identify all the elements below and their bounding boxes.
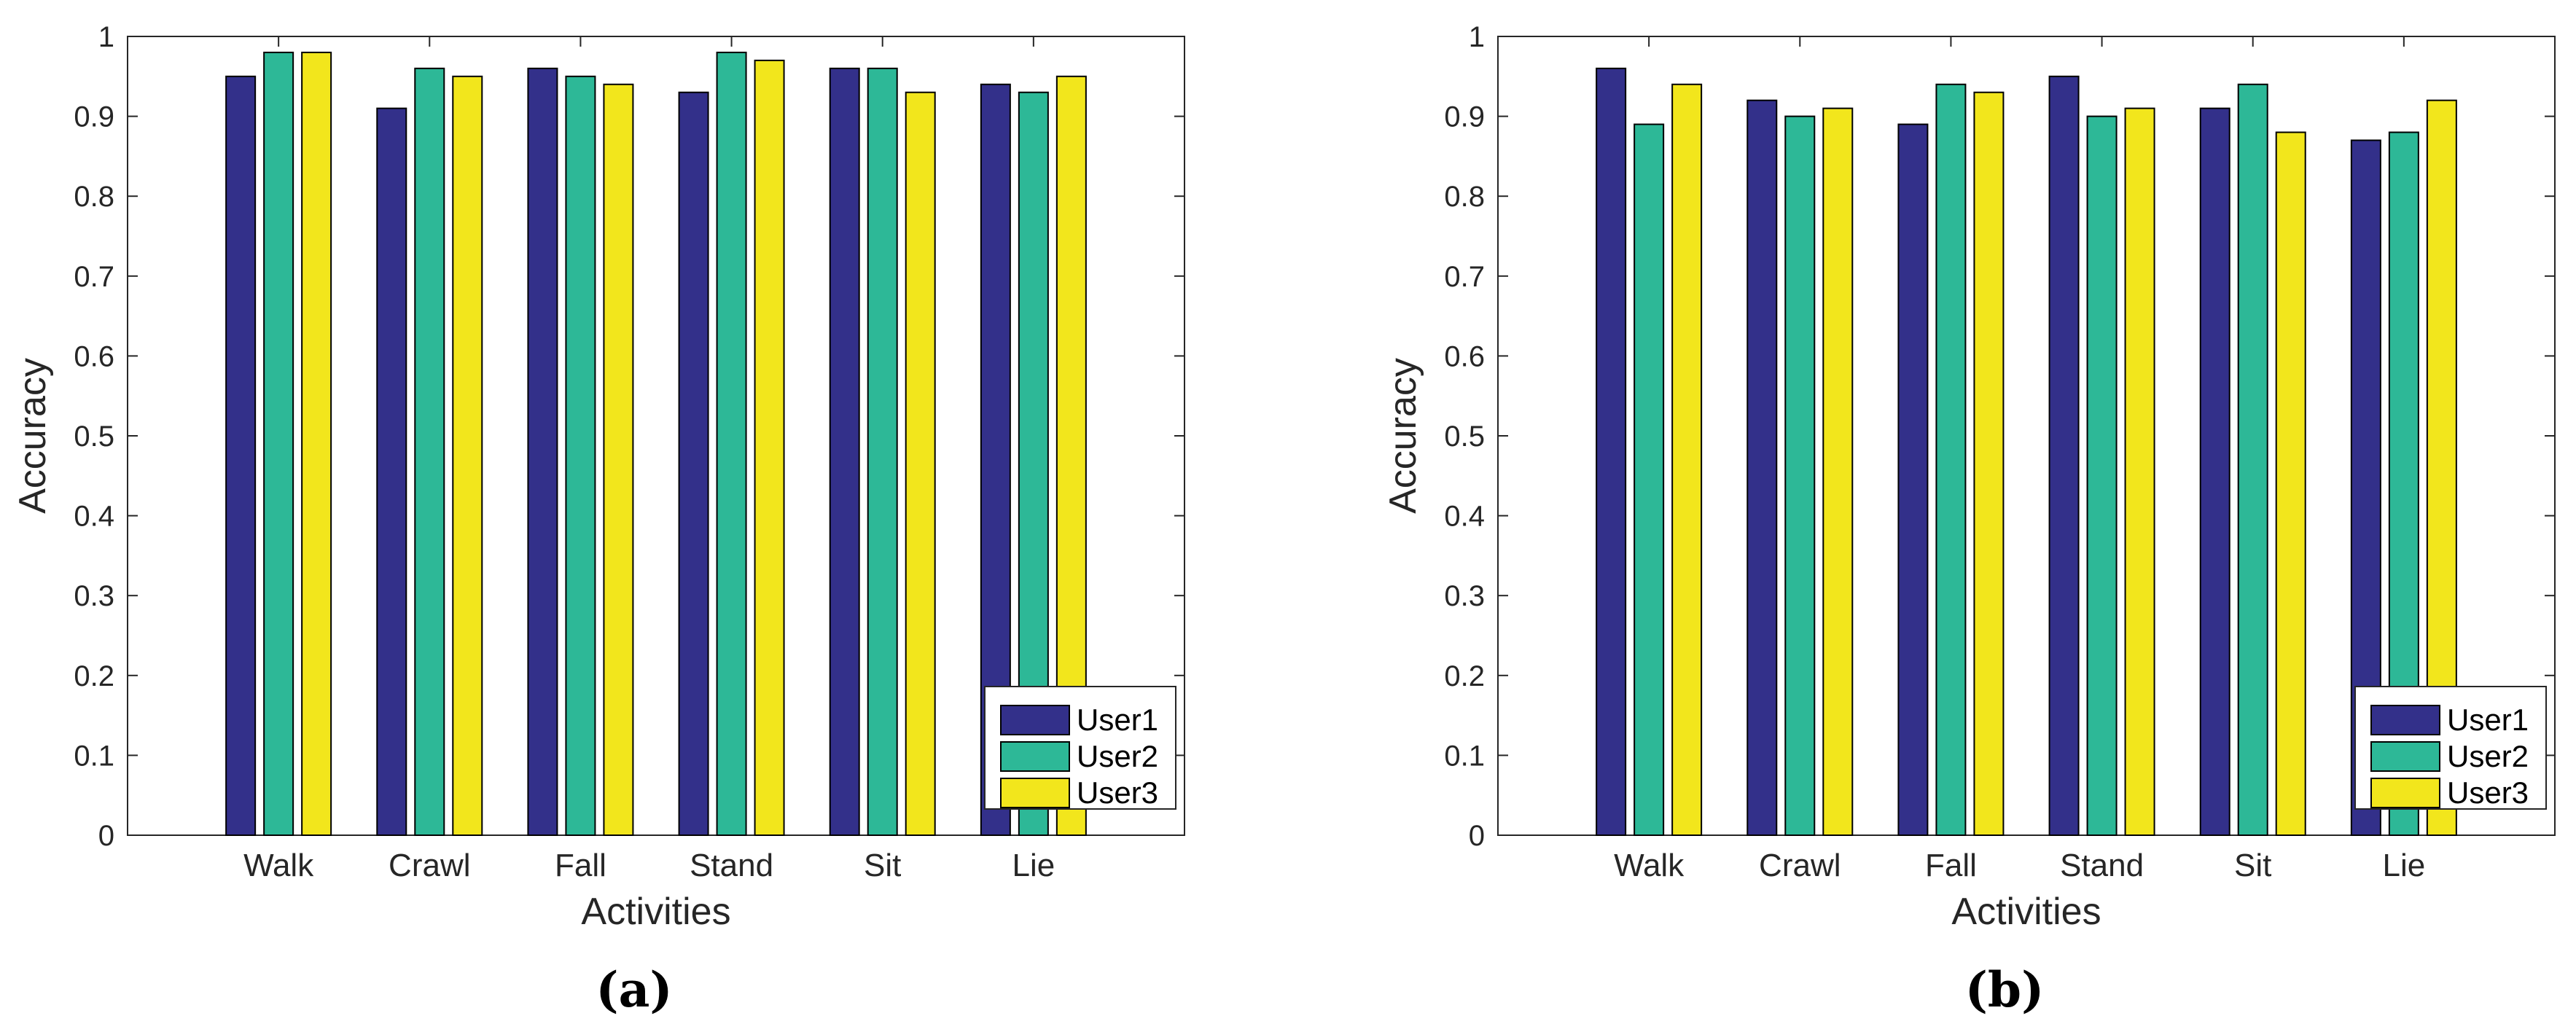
x-tick-label: Sit xyxy=(864,848,901,883)
legend-label-user1: User1 xyxy=(1077,703,1158,737)
chart-b: 0 0.1 0.2 0.3 0.4 0.5 0.6 0.7 0.8 0.9 1 Walk Crawl Fa… xyxy=(1382,21,2556,1018)
y-tick-label: 0.9 xyxy=(74,101,114,133)
bar-user2-stand xyxy=(2086,115,2118,837)
bar-user1-walk xyxy=(225,75,257,836)
y-tick-label: 0.9 xyxy=(1444,101,1485,133)
bar-user2-stand xyxy=(716,51,747,836)
legend-swatch-user2 xyxy=(2370,741,2440,772)
x-tick-label: Sit xyxy=(2234,848,2271,883)
y-tick-label: 0.7 xyxy=(74,261,114,293)
legend-swatch-user3 xyxy=(1000,778,1070,808)
y-tick-label: 0.6 xyxy=(1444,340,1485,372)
bar-user3-stand xyxy=(2124,107,2155,836)
x-tick-label: Crawl xyxy=(1759,848,1841,883)
x-tick-label: Fall xyxy=(555,848,606,883)
bar-user3-sit xyxy=(905,91,936,837)
y-tick-label: 0.4 xyxy=(74,501,114,533)
y-tick-label: 0.2 xyxy=(1444,660,1485,692)
x-tick-label: Crawl xyxy=(389,848,470,883)
x-tick-label: Lie xyxy=(2382,848,2425,883)
x-axis-label: Activities xyxy=(581,891,730,933)
bar-user1-fall xyxy=(527,67,558,837)
bar-user3-crawl xyxy=(452,75,483,836)
y-tick-label: 0.4 xyxy=(1444,501,1485,533)
bar-user2-crawl xyxy=(414,67,445,837)
y-tick-label: 0.5 xyxy=(1444,421,1485,453)
legend-swatch-user1 xyxy=(1000,705,1070,735)
legend-swatch-user1 xyxy=(2370,705,2440,735)
legend-swatch-user3 xyxy=(2370,778,2440,808)
bar-user3-walk xyxy=(301,51,332,836)
bar-user1-walk xyxy=(1596,67,1627,837)
legend-label-user3: User3 xyxy=(1077,775,1158,810)
bar-user3-walk xyxy=(1671,83,1703,836)
y-axis-label: Accuracy xyxy=(12,358,54,514)
y-axis-label: Accuracy xyxy=(1382,358,1424,514)
x-tick-label: Stand xyxy=(690,848,773,883)
panel-label: (b) xyxy=(1965,961,2045,1018)
y-tick-label: 0.8 xyxy=(74,181,114,213)
x-tick-label: Stand xyxy=(2060,848,2144,883)
bar-user1-stand xyxy=(2048,75,2080,836)
bar-user2-crawl xyxy=(1784,115,1816,837)
bar-user3-crawl xyxy=(1822,107,1854,836)
y-tick-label: 0.5 xyxy=(74,421,114,453)
legend-label-user2: User2 xyxy=(2447,739,2529,773)
bar-user3-sit xyxy=(2275,131,2306,836)
bar-user2-walk xyxy=(1634,123,1665,836)
y-tick-label: 1 xyxy=(98,21,114,53)
bar-user2-fall xyxy=(1935,83,1967,836)
bar-user1-crawl xyxy=(376,107,407,836)
y-tick-label: 1 xyxy=(1469,21,1485,53)
bar-user1-sit xyxy=(829,67,860,837)
x-tick-label: Walk xyxy=(243,848,314,883)
legend-label-user1: User1 xyxy=(2447,703,2529,737)
y-tick-label: 0 xyxy=(98,820,114,852)
bar-user3-fall xyxy=(1973,91,2005,837)
x-tick-label: Lie xyxy=(1012,848,1055,883)
legend-swatch-user2 xyxy=(1000,741,1070,772)
x-tick-label: Fall xyxy=(1925,848,1977,883)
y-tick-label: 0 xyxy=(1469,820,1485,852)
bar-user3-fall xyxy=(603,83,634,836)
chart-a: 0 0.1 0.2 0.3 0.4 0.5 0.6 0.7 0.8 0.9 1 Walk Crawl Fa… xyxy=(12,21,1185,1018)
y-tick-label: 0.1 xyxy=(1444,740,1485,772)
bar-user2-fall xyxy=(565,75,596,836)
panel-label: (a) xyxy=(596,961,672,1018)
bar-user1-crawl xyxy=(1746,99,1778,836)
legend-label-user2: User2 xyxy=(1077,739,1158,773)
bar-user1-sit xyxy=(2199,107,2230,836)
legend-label-user3: User3 xyxy=(2447,775,2529,810)
y-tick-label: 0.8 xyxy=(1444,181,1485,213)
bar-user2-sit xyxy=(2237,83,2268,836)
bar-user2-walk xyxy=(263,51,294,836)
y-tick-label: 0.3 xyxy=(74,580,114,612)
y-tick-label: 0.6 xyxy=(74,340,114,372)
bar-user3-stand xyxy=(754,59,785,836)
y-tick-label: 0.2 xyxy=(74,660,114,692)
bar-user2-sit xyxy=(867,67,898,837)
x-tick-label: Walk xyxy=(1614,848,1685,883)
bar-user1-stand xyxy=(678,91,709,837)
bar-user1-fall xyxy=(1897,123,1929,836)
y-tick-label: 0.1 xyxy=(74,740,114,772)
y-tick-label: 0.3 xyxy=(1444,580,1485,612)
y-tick-label: 0.7 xyxy=(1444,261,1485,293)
x-axis-label: Activities xyxy=(1951,891,2101,933)
